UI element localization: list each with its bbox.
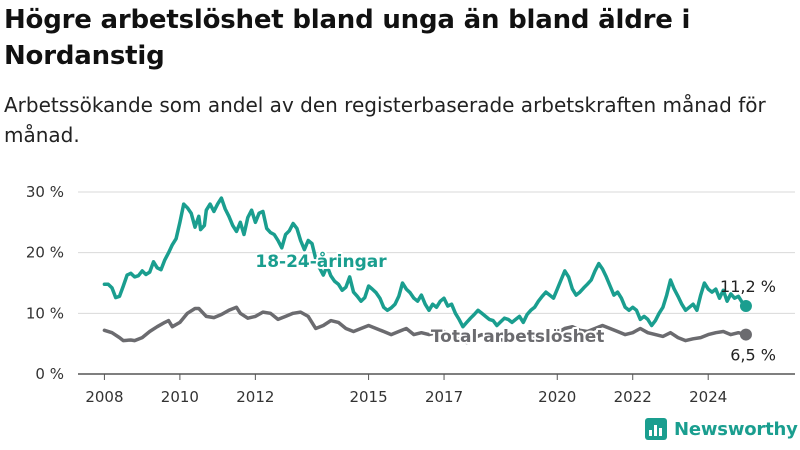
y-tick-label: 0 % <box>35 365 64 383</box>
end-point-youth <box>739 300 752 313</box>
brand-name: Newsworthy <box>674 418 798 440</box>
x-tick-label: 2022 <box>614 388 652 406</box>
bar-chart-logo-icon <box>645 418 667 440</box>
x-tick-label: 2015 <box>349 388 387 406</box>
x-tick-label: 2008 <box>85 388 123 406</box>
x-tick-label: 2010 <box>161 388 199 406</box>
series-line-total <box>102 305 748 345</box>
newsworthy-logo: Newsworthy <box>645 418 798 440</box>
line-chart: 0 % 10 % 20 % 30 % 2008 2010 2012 2015 2017 2020 2… <box>26 183 795 406</box>
x-tick-label: 2020 <box>538 388 576 406</box>
x-tick-label: 2017 <box>425 388 463 406</box>
y-tick-label: 10 % <box>26 304 64 322</box>
series-label-total: Total arbetslöshet <box>431 327 605 347</box>
series-line-youth <box>102 196 748 329</box>
y-tick-label: 30 % <box>26 183 64 201</box>
chart-subtitle: Arbetssökande som andel av den registerb… <box>4 93 766 147</box>
end-label-total: 6,5 % <box>730 346 776 365</box>
end-label-youth: 11,2 % <box>720 277 776 296</box>
series-label-youth: 18-24-åringar <box>255 250 387 272</box>
end-point-total <box>739 328 752 341</box>
y-tick-label: 20 % <box>26 244 64 262</box>
x-tick-label: 2012 <box>236 388 274 406</box>
x-tick-label: 2024 <box>689 388 727 406</box>
chart-title: Högre arbetslöshet bland unga än bland ä… <box>4 5 691 71</box>
